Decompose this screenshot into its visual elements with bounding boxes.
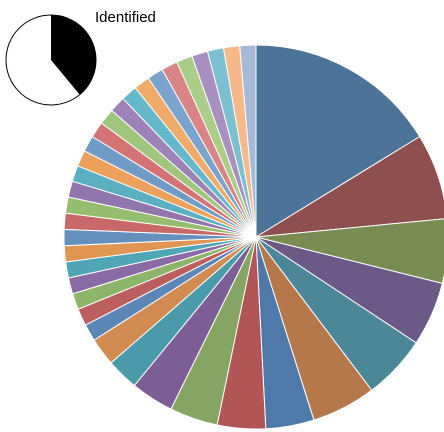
- pie-slice-37: [239, 44, 257, 238]
- pie-slice-1: [255, 44, 421, 238]
- inset-label: Identified: [95, 9, 156, 26]
- pie-slice-2: [255, 135, 444, 238]
- pie-slices: [63, 44, 444, 430]
- inset-identified-wedge: [51, 15, 96, 95]
- identified-inset: [5, 14, 97, 106]
